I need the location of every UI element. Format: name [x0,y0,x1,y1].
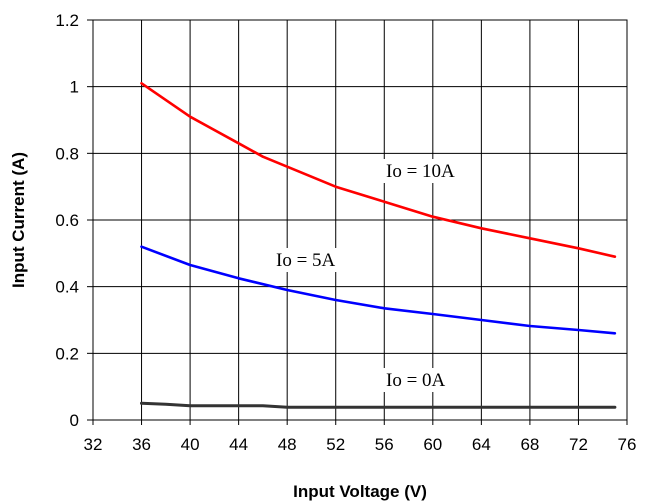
y-tick-label: 0.2 [55,344,79,363]
series-annotation: Io = 5A [276,250,336,271]
series-line-0 [140,82,617,259]
plot-frame [92,19,628,421]
series-layer [140,82,617,409]
annotation-background [383,368,465,392]
series-annotation: Io = 10A [386,161,455,182]
annotation-background [273,248,355,272]
x-tick-label: 40 [181,435,200,454]
x-tick-label: 68 [520,435,539,454]
y-tick-label: 0.8 [55,144,79,163]
x-tick-label: 48 [278,435,297,454]
series-annotation: Io = 0A [386,370,446,391]
x-tick-label: 32 [84,435,103,454]
x-tick-label: 60 [423,435,442,454]
x-tick-label: 56 [375,435,394,454]
x-tick-label: 72 [569,435,588,454]
x-axis-title: Input Voltage (V) [293,482,427,501]
x-tick-label: 76 [618,435,637,454]
x-tick-label: 52 [326,435,345,454]
series-line-2 [140,401,617,409]
y-axis-title: Input Current (A) [9,152,28,288]
x-tick-label: 44 [229,435,248,454]
y-tick-label: 0.4 [55,278,79,297]
x-tick-label: 36 [132,435,151,454]
y-tick-label: 0 [70,411,79,430]
y-tick-labels: 0 0.2 0.4 0.6 0.8 1 1.2 [55,11,79,430]
annotation-background [383,159,475,183]
series-line-1 [140,245,617,335]
y-tick-label: 0.6 [55,211,79,230]
y-tick-label: 1 [70,78,79,97]
y-tick-label: 1.2 [55,11,79,30]
x-tick-label: 64 [472,435,491,454]
annotations: Io = 10A Io = 5A Io = 0A [273,159,475,392]
grid [87,19,628,425]
x-tick-labels: 32 36 40 44 48 52 56 60 64 68 72 76 [84,435,637,454]
